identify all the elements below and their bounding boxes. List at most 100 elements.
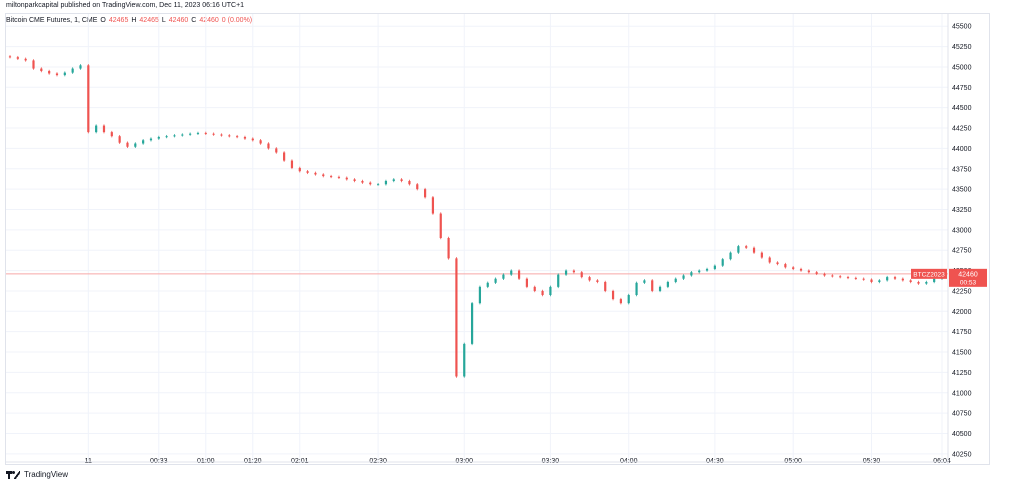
candle-body [330, 176, 333, 178]
candle-body [823, 273, 826, 276]
candle-body [337, 176, 341, 178]
candle-body [486, 282, 489, 287]
candle-body [439, 213, 442, 238]
y-tick-label: 40750 [952, 411, 972, 418]
candle-body [666, 281, 669, 287]
candle-body [384, 180, 388, 185]
candle-body [862, 278, 865, 280]
candle-body [126, 142, 129, 147]
x-tick-label: 03:00 [455, 458, 473, 464]
candle-body [533, 286, 536, 291]
candle-body [846, 277, 850, 279]
candle-body [306, 171, 309, 173]
candle-body [549, 286, 552, 296]
candle-body [651, 280, 654, 291]
candle-body [251, 138, 254, 141]
candle-body [212, 133, 215, 135]
candle-body [32, 60, 35, 69]
chart-frame: 40250 40500 40750 41000 41250 41500 41750 42000… [5, 13, 990, 465]
candle-body [204, 132, 207, 134]
x-tick-label: 04:30 [706, 458, 724, 464]
candle-body [517, 270, 521, 279]
publisher-header: miltonparkcapital published on TradingVi… [6, 2, 245, 9]
candle-body [8, 56, 12, 58]
candle-body [893, 277, 897, 279]
tradingview-logo-icon [6, 470, 20, 479]
current-price-tag [949, 268, 987, 287]
footer: TradingView [6, 470, 68, 479]
candle-body [752, 247, 756, 253]
y-tick-label: 43750 [952, 166, 972, 173]
candle-body [478, 286, 482, 304]
candle-body [690, 272, 693, 276]
x-tick-label: 04:00 [620, 458, 638, 464]
y-tick-label: 44750 [952, 85, 972, 92]
candle-body [933, 278, 936, 282]
candle-body [682, 275, 685, 279]
candle-body [71, 68, 74, 73]
y-tick-label: 44000 [952, 146, 972, 153]
legend-close-label: C [191, 17, 197, 24]
legend-change: 0 (0.00%) [221, 17, 253, 24]
candle-body [737, 246, 740, 253]
candle-body [878, 280, 881, 282]
candle-body [729, 252, 732, 260]
x-tick-label: 06:04 [933, 458, 951, 464]
chart-legend: Bitcoin CME Futures, 1, CME O 42465 H 4246… [6, 17, 252, 24]
legend-open-label: O [100, 17, 106, 24]
candle-body [149, 138, 153, 141]
candle-body [157, 136, 160, 139]
candle-body [423, 189, 427, 198]
candle-body [110, 132, 113, 137]
candle-body [236, 136, 239, 138]
candle-body [541, 290, 544, 296]
candle-body [369, 182, 372, 185]
candle-body [416, 184, 419, 190]
legend-low: 42460 [168, 17, 189, 24]
candle-body [79, 65, 82, 69]
candle-body [95, 125, 98, 133]
candle-body [580, 272, 583, 278]
candle-body [142, 140, 145, 144]
x-tick-label: 02:30 [369, 458, 387, 464]
candle-body [909, 280, 912, 282]
candle-body [447, 238, 450, 259]
candle-body [572, 270, 575, 273]
candle-body [322, 174, 325, 177]
candle-body [502, 274, 505, 279]
candle-body [745, 246, 748, 248]
y-tick-label: 45000 [952, 64, 972, 71]
candle-body [611, 290, 615, 300]
current-price-text: 42460 [958, 271, 978, 278]
candle-body [118, 136, 121, 143]
candle-body [275, 148, 278, 153]
countdown-text: 00:53 [960, 279, 977, 286]
legend-close: 42460 [199, 17, 219, 24]
candle-body [243, 136, 247, 139]
candle-body [705, 268, 709, 271]
candle-body [870, 279, 873, 282]
price-chart[interactable]: 40250 40500 40750 41000 41250 41500 41750 42000… [6, 14, 989, 464]
candle-body [283, 152, 286, 161]
candle-body [259, 140, 262, 144]
y-tick-label: 41250 [952, 370, 972, 377]
candle-body [635, 282, 638, 296]
y-tick-label: 45250 [952, 44, 972, 51]
y-tick-label: 40500 [952, 431, 972, 438]
x-tick-label: 00:33 [150, 458, 168, 464]
candle-body [377, 184, 380, 186]
x-tick-label: 05:30 [863, 458, 881, 464]
candle-body [24, 58, 27, 61]
candle-body [658, 286, 662, 291]
candle-body [431, 197, 435, 214]
candle-body [619, 299, 622, 304]
candle-body [189, 133, 192, 135]
candle-body [596, 280, 599, 282]
candle-body [588, 277, 591, 281]
candle-body [220, 134, 223, 136]
candle-body [267, 143, 270, 149]
candle-body [839, 276, 842, 278]
candle-body [510, 270, 513, 275]
candle-body [290, 160, 294, 168]
candle-body [173, 135, 176, 137]
